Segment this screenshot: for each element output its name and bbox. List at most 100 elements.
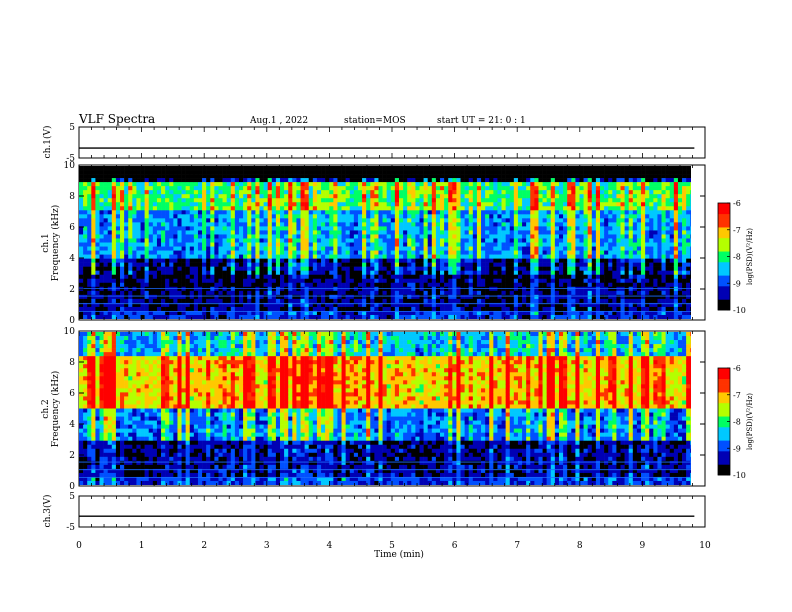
spectrogram-cell [353, 314, 359, 319]
spectrogram-cell [173, 190, 178, 195]
spectrogram-cell [218, 202, 223, 207]
spectrogram-cell [267, 270, 273, 276]
spectrogram-cell [181, 194, 186, 199]
spectrogram-cell [251, 238, 256, 243]
spectrogram-cell [177, 290, 182, 296]
spectrogram-cell [83, 214, 88, 219]
spectrogram-cell [534, 310, 539, 316]
spectrogram-cell [435, 226, 441, 231]
spectrogram-cell [505, 198, 511, 203]
spectrogram-cell [517, 286, 523, 292]
spectrogram-cell [337, 302, 342, 308]
spectrogram-cell [169, 206, 174, 211]
spectrogram-cell [103, 254, 109, 259]
spectrogram-cell [522, 182, 527, 187]
spectrogram-cell [206, 242, 211, 247]
spectrogram-cell [357, 210, 363, 215]
spectrogram-cell [345, 226, 351, 231]
spectrogram-cell [362, 258, 367, 263]
spectrogram-cell [173, 174, 178, 179]
spectrogram-cell [161, 230, 166, 235]
spectrogram-cell [505, 302, 511, 308]
spectrogram-cell [226, 294, 232, 300]
spectrogram-cell [427, 314, 433, 319]
spectrogram-cell [456, 262, 461, 267]
spectrogram-cell [120, 186, 125, 191]
spectrogram-cell [600, 274, 605, 280]
spectrogram-cell [280, 282, 285, 288]
spectrogram-cell [136, 298, 141, 304]
spectrogram-cell [161, 202, 166, 207]
spectrogram-cell [275, 230, 281, 235]
spectrogram-cell [431, 226, 437, 231]
spectrogram-cell [292, 302, 297, 308]
spectrogram-cell [550, 290, 556, 296]
spectrogram-cell [91, 314, 96, 319]
spectrogram-cell [120, 182, 125, 187]
spectrogram-cell [608, 202, 613, 207]
spectrogram-cell [91, 218, 96, 223]
spectrogram-cell [300, 274, 305, 280]
spectrogram-cell [304, 186, 310, 191]
spectrogram-cell [263, 186, 269, 191]
spectrogram-cell [407, 198, 412, 203]
spectrogram-cell [79, 270, 84, 276]
spectrogram-cell [513, 266, 519, 271]
spectrogram-cell [542, 242, 547, 247]
spectrogram-cell [312, 174, 318, 179]
spectrogram-cell [341, 302, 346, 308]
spectrogram-cell [370, 198, 375, 203]
spectrogram-cell [517, 194, 523, 199]
spectrogram-cell [522, 262, 527, 267]
spectrogram-cell [95, 258, 100, 263]
spectrogram-cell [370, 250, 375, 255]
spectrogram-cell [370, 306, 375, 312]
spectrogram-cell [464, 250, 470, 255]
spectrogram-cell [128, 198, 133, 203]
spectrogram-cell [325, 170, 330, 175]
spectrogram-cell [357, 234, 363, 239]
spectrogram-cell [600, 218, 605, 223]
spectrogram-cell [550, 274, 556, 280]
spectrogram-cell [210, 202, 215, 207]
spectrogram-cell [218, 222, 223, 227]
spectrogram-cell [325, 174, 330, 179]
spectrogram-cell [173, 198, 178, 203]
spectrogram-cell [571, 250, 576, 255]
spectrogram-cell [111, 182, 117, 187]
spectrogram-cell [169, 178, 174, 183]
spectrogram-cell [435, 314, 441, 319]
spectrogram-cell [374, 310, 379, 316]
spectrogram-cell [181, 242, 186, 247]
spectrogram-cell [530, 222, 535, 227]
spectrogram-cell [280, 298, 285, 304]
spectrogram-cell [600, 206, 605, 211]
spectrogram-cell [398, 230, 404, 235]
spectrogram-cell [427, 274, 433, 280]
spectrogram-cell [390, 262, 396, 267]
spectrogram-cell [403, 298, 408, 304]
spectrogram-cell [189, 178, 195, 183]
spectrogram-cell [563, 202, 568, 207]
spectrogram-cell [325, 254, 330, 259]
spectrogram-cell [152, 170, 158, 175]
spectrogram-cell [456, 234, 461, 239]
spectrogram-cell [345, 298, 351, 304]
spectrogram-cell [600, 166, 605, 171]
spectrogram-cell [460, 278, 465, 284]
spectrogram-cell [534, 210, 539, 215]
spectrogram-cell [148, 282, 154, 288]
spectrogram-cell [353, 286, 359, 292]
spectrogram-cell [608, 290, 613, 296]
spectrogram-cell [587, 242, 593, 247]
spectrogram-cell [407, 246, 412, 251]
spectrogram-cell [538, 242, 543, 247]
spectrogram-cell [444, 314, 449, 319]
spectrogram-cell [79, 266, 84, 271]
spectrogram-cell [534, 218, 539, 223]
spectrogram-cell [333, 282, 338, 288]
spectrogram-cell [173, 238, 178, 243]
spectrogram-cell [595, 262, 601, 267]
spectrogram-cell [300, 286, 305, 292]
spectrogram-cell [161, 226, 166, 231]
